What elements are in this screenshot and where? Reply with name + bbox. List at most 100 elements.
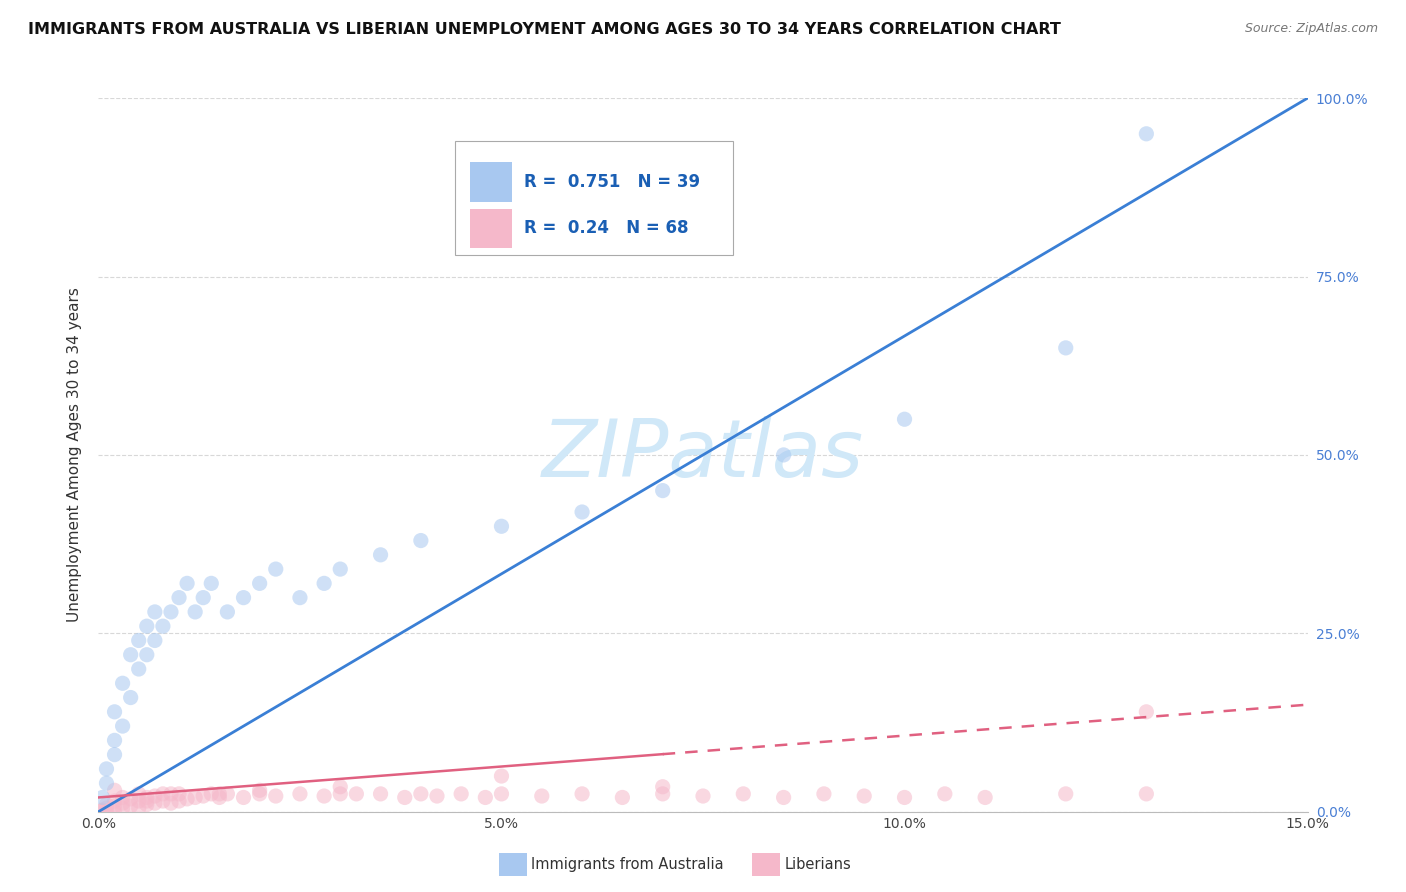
FancyBboxPatch shape [456, 141, 734, 255]
Text: Liberians: Liberians [785, 857, 851, 871]
Point [135, 619, 157, 633]
Point [103, 799, 125, 814]
FancyBboxPatch shape [470, 162, 512, 202]
Point [193, 789, 215, 803]
Point [90, 804, 112, 818]
Point [733, 787, 755, 801]
Point [103, 805, 125, 819]
Point [135, 794, 157, 808]
Point [200, 576, 222, 591]
Point [813, 787, 835, 801]
Point [96, 805, 118, 819]
Point [160, 787, 183, 801]
Point [329, 780, 352, 794]
Point [103, 705, 125, 719]
Point [264, 562, 287, 576]
Point [249, 783, 271, 797]
Point [111, 676, 134, 690]
Point [143, 605, 166, 619]
Point [184, 790, 207, 805]
Point [120, 799, 142, 814]
Point [612, 790, 634, 805]
Text: Source: ZipAtlas.com: Source: ZipAtlas.com [1244, 22, 1378, 36]
Text: IMMIGRANTS FROM AUSTRALIA VS LIBERIAN UNEMPLOYMENT AMONG AGES 30 TO 34 YEARS COR: IMMIGRANTS FROM AUSTRALIA VS LIBERIAN UN… [28, 22, 1062, 37]
Point [370, 787, 392, 801]
Point [143, 633, 166, 648]
Point [152, 787, 174, 801]
Point [91, 803, 114, 817]
Point [96, 762, 118, 776]
Point [314, 576, 336, 591]
Point [409, 787, 432, 801]
Point [329, 562, 352, 576]
Point [571, 505, 593, 519]
Text: R =  0.24   N = 68: R = 0.24 N = 68 [524, 219, 689, 237]
Point [208, 787, 231, 801]
Point [217, 605, 239, 619]
Point [111, 790, 134, 805]
Point [111, 796, 134, 810]
Point [974, 790, 997, 805]
Point [96, 801, 118, 815]
Point [329, 787, 352, 801]
Point [167, 591, 190, 605]
Point [1054, 787, 1077, 801]
Point [370, 548, 392, 562]
Point [152, 619, 174, 633]
Point [288, 591, 311, 605]
Point [103, 794, 125, 808]
Point [91, 790, 114, 805]
FancyBboxPatch shape [470, 209, 512, 248]
Point [135, 797, 157, 812]
Point [208, 790, 231, 805]
Point [128, 801, 150, 815]
Point [772, 790, 794, 805]
Point [176, 792, 198, 806]
Point [111, 719, 134, 733]
Point [314, 789, 336, 803]
Point [232, 790, 254, 805]
Point [651, 483, 673, 498]
Point [426, 789, 449, 803]
Point [120, 648, 142, 662]
Point [128, 633, 150, 648]
Point [184, 605, 207, 619]
Point [491, 769, 513, 783]
Point [128, 787, 150, 801]
Point [103, 747, 125, 762]
Point [893, 790, 915, 805]
Y-axis label: Unemployment Among Ages 30 to 34 years: Unemployment Among Ages 30 to 34 years [67, 287, 83, 623]
Point [96, 776, 118, 790]
Point [143, 796, 166, 810]
Point [128, 662, 150, 676]
Point [103, 733, 125, 747]
Point [772, 448, 794, 462]
Point [96, 797, 118, 812]
Point [249, 576, 271, 591]
Point [160, 796, 183, 810]
Text: R =  0.751   N = 39: R = 0.751 N = 39 [524, 173, 700, 191]
Point [152, 794, 174, 808]
Point [160, 605, 183, 619]
Point [120, 690, 142, 705]
Point [692, 789, 714, 803]
Point [249, 787, 271, 801]
Point [111, 801, 134, 815]
Point [344, 787, 367, 801]
Point [450, 787, 472, 801]
Point [491, 519, 513, 533]
Point [264, 789, 287, 803]
Point [474, 790, 496, 805]
Point [120, 792, 142, 806]
Point [1054, 341, 1077, 355]
Point [853, 789, 876, 803]
Point [409, 533, 432, 548]
Point [232, 591, 254, 605]
Point [167, 787, 190, 801]
Point [651, 787, 673, 801]
Point [934, 787, 956, 801]
Point [176, 576, 198, 591]
Point [491, 787, 513, 801]
Point [143, 789, 166, 803]
Text: Immigrants from Australia: Immigrants from Australia [531, 857, 724, 871]
